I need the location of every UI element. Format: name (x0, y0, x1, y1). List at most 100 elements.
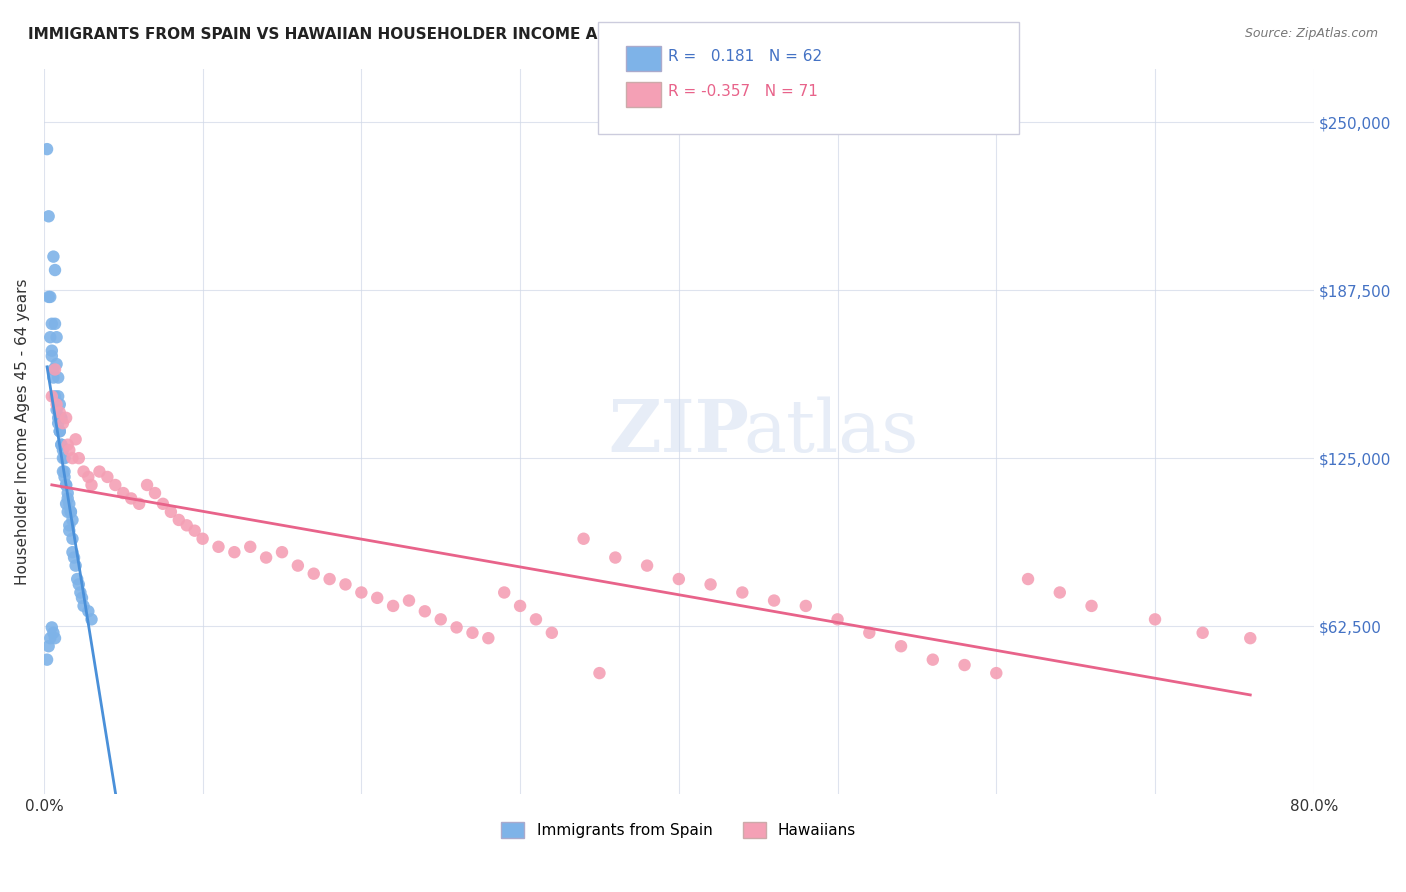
Point (39, 290, 62, 304)
Point (96, 470, 118, 484)
Text: IMMIGRANTS FROM SPAIN VS HAWAIIAN HOUSEHOLDER INCOME AGES 45 - 64 YEARS CORRELAT: IMMIGRANTS FROM SPAIN VS HAWAIIAN HOUSEH… (28, 27, 945, 42)
Point (39, 330, 62, 344)
Point (55, 410, 77, 425)
Point (446, 620, 468, 634)
Point (53, 470, 76, 484)
Point (239, 540, 262, 554)
Point (41, 317, 63, 331)
Text: R =   0.181   N = 62: R = 0.181 N = 62 (668, 49, 823, 63)
Point (59, 505, 82, 519)
Point (80, 478, 103, 492)
Point (49, 424, 72, 438)
Point (62, 532, 84, 546)
Point (152, 497, 174, 511)
Point (461, 625, 484, 640)
Point (55, 478, 77, 492)
Point (35, 653, 58, 667)
Point (167, 513, 190, 527)
Point (65, 433, 87, 447)
Point (70, 591, 93, 605)
Point (143, 486, 166, 500)
Point (39, 631, 62, 645)
Point (58, 518, 80, 533)
Point (62, 545, 84, 559)
Point (56, 486, 79, 500)
Point (1017, 572, 1039, 586)
Point (477, 631, 499, 645)
Point (80, 612, 103, 626)
Point (41, 620, 63, 634)
Point (350, 585, 373, 599)
Point (58, 524, 80, 538)
Point (120, 491, 142, 506)
Point (335, 577, 357, 591)
Point (128, 497, 150, 511)
Point (56, 491, 79, 506)
Point (67, 577, 90, 591)
Point (35, 142, 58, 156)
Point (41, 389, 63, 403)
Point (52, 416, 75, 430)
Point (588, 666, 610, 681)
Point (72, 599, 94, 613)
Point (44, 317, 66, 331)
Point (45, 357, 67, 371)
Point (62, 451, 84, 466)
Point (953, 658, 976, 673)
Point (62, 513, 84, 527)
Point (46, 410, 69, 425)
Point (112, 486, 135, 500)
Point (1191, 625, 1213, 640)
Point (49, 397, 72, 411)
Point (1144, 612, 1167, 626)
Point (56, 438, 79, 452)
Point (66, 572, 89, 586)
Point (46, 416, 69, 430)
Point (287, 558, 309, 573)
Point (572, 532, 595, 546)
Point (38, 639, 60, 653)
Point (318, 572, 340, 586)
Point (63, 550, 86, 565)
Point (763, 593, 786, 607)
Point (136, 478, 159, 492)
Point (56, 505, 79, 519)
Point (699, 577, 721, 591)
Point (49, 405, 72, 419)
Point (46, 389, 69, 403)
Y-axis label: Householder Income Ages 45 - 64 years: Householder Income Ages 45 - 64 years (15, 278, 30, 584)
Point (668, 572, 690, 586)
Point (207, 540, 229, 554)
Point (45, 402, 67, 417)
Point (45, 397, 67, 411)
Point (89, 465, 111, 479)
Legend: Immigrants from Spain, Hawaiians: Immigrants from Spain, Hawaiians (495, 816, 862, 845)
Point (524, 612, 547, 626)
Point (77, 604, 100, 618)
Point (52, 465, 75, 479)
Point (540, 625, 562, 640)
Point (44, 389, 66, 403)
Point (49, 424, 72, 438)
Point (1049, 585, 1071, 599)
Point (160, 505, 183, 519)
Text: atlas: atlas (744, 396, 920, 467)
Point (42, 370, 65, 384)
Point (58, 497, 80, 511)
Point (1080, 599, 1102, 613)
Point (636, 558, 658, 573)
Point (55, 478, 77, 492)
Point (44, 362, 66, 376)
Point (52, 443, 75, 458)
Point (42, 250, 65, 264)
Point (46, 370, 69, 384)
Point (72, 465, 94, 479)
Point (605, 550, 627, 565)
Point (890, 639, 912, 653)
Point (77, 470, 100, 484)
Point (827, 612, 849, 626)
Point (254, 550, 277, 565)
Point (45, 330, 67, 344)
Point (41, 349, 63, 363)
Point (224, 545, 246, 559)
